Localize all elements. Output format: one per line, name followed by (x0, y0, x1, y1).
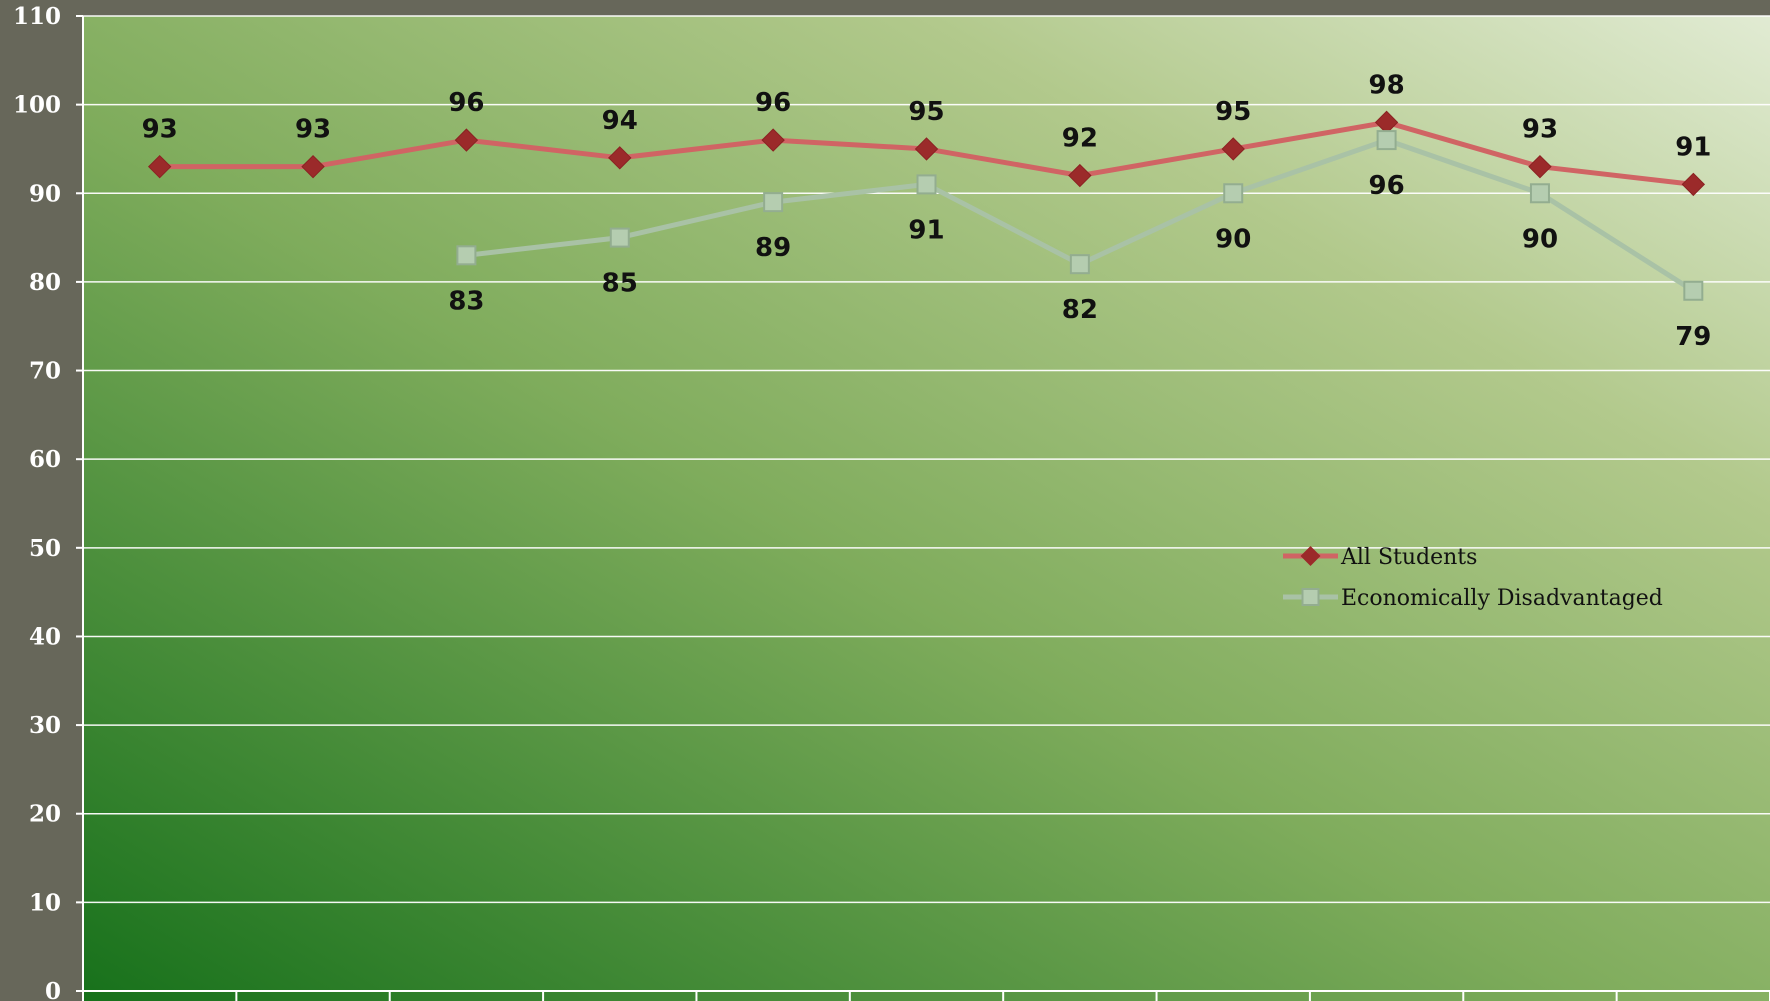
y-tick-label: 50 (29, 535, 61, 562)
data-point (763, 192, 784, 213)
data-label: 96 (448, 88, 484, 118)
data-point (301, 154, 325, 179)
y-tick-label: 0 (45, 978, 61, 1001)
y-tick-label: 60 (29, 446, 61, 473)
data-point (1221, 137, 1245, 161)
data-label: 98 (1368, 70, 1404, 100)
data-label: 91 (1675, 132, 1711, 162)
data-label: 93 (142, 115, 178, 145)
data-label: 96 (1368, 171, 1404, 201)
data-point (608, 146, 632, 170)
data-point (761, 128, 785, 152)
data-label: 83 (448, 286, 484, 316)
data-label: 89 (755, 233, 791, 263)
data-point (914, 137, 939, 161)
data-label: 93 (295, 115, 331, 145)
y-tick-label: 80 (29, 269, 61, 296)
y-tick-label: 100 (13, 92, 61, 119)
data-point (1069, 254, 1090, 275)
data-label: 91 (908, 215, 944, 245)
y-tick-label: 30 (29, 712, 61, 739)
data-point (1529, 183, 1550, 204)
y-tick-label: 110 (13, 3, 61, 30)
series-lines (147, 110, 1706, 301)
data-point (456, 245, 477, 266)
legend-marker (1301, 588, 1320, 606)
data-point (609, 227, 630, 248)
data-point (1683, 280, 1704, 301)
data-point (1223, 183, 1244, 204)
data-label: 82 (1062, 295, 1098, 325)
legend-label: Economically Disadvantaged (1341, 586, 1663, 611)
legend: All Students Economically Disadvantaged (1283, 545, 1663, 611)
legend-marker (1300, 546, 1321, 566)
data-label: 85 (602, 269, 638, 299)
data-label: 92 (1062, 124, 1098, 154)
y-tick-label: 20 (29, 801, 61, 828)
y-tick-label: 70 (29, 358, 61, 385)
data-labels: 93 93 96 94 96 95 92 95 98 93 91 83 85 89 91 82 90 96 90 79 (142, 70, 1712, 351)
y-tick-label: 10 (29, 889, 61, 916)
data-label: 94 (602, 106, 638, 136)
data-point (1068, 163, 1092, 188)
data-label: 90 (1522, 224, 1558, 254)
data-label: 79 (1675, 322, 1711, 352)
y-tick-label: 90 (29, 180, 61, 207)
data-label: 93 (1522, 115, 1558, 145)
axes: 0 10 20 30 40 50 60 70 80 90 100 110 (13, 3, 1770, 1001)
data-label: 90 (1215, 224, 1251, 254)
data-point (916, 174, 937, 195)
data-point (147, 154, 172, 179)
data-label: 95 (908, 97, 944, 127)
data-point (1376, 130, 1397, 151)
data-point (1528, 154, 1552, 179)
data-label: 96 (755, 88, 791, 118)
data-label: 95 (1215, 97, 1251, 127)
data-point (1681, 172, 1706, 197)
data-point (454, 128, 479, 152)
legend-label: All Students (1340, 545, 1477, 570)
y-tick-label: 40 (29, 623, 61, 650)
